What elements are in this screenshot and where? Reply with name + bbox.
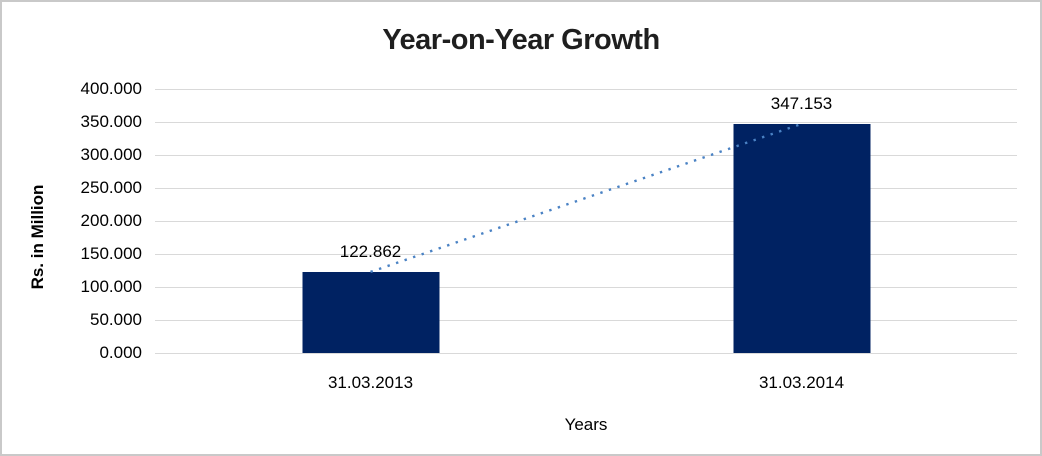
y-tick-label: 300.000	[80, 145, 142, 164]
gridline	[155, 122, 1017, 123]
gridline	[155, 254, 1017, 255]
data-label-2014: 347.153	[770, 93, 833, 113]
x-axis-tick-labels: 31.03.2013 31.03.2014	[155, 373, 1017, 395]
x-tick-label-2014: 31.03.2014	[758, 373, 845, 392]
gridline	[155, 155, 1017, 156]
gridline	[155, 287, 1017, 288]
y-tick-label: 200.000	[80, 211, 142, 230]
y-tick-label: 350.000	[80, 112, 142, 131]
y-axis-tick-labels: 0.000 50.000 100.000 150.000 200.000 250.000 3…	[2, 79, 142, 362]
y-tick-label: 400.000	[80, 79, 142, 98]
gridline	[155, 320, 1017, 321]
y-tick-label: 250.000	[80, 178, 142, 197]
chart-title: Year-on-Year Growth	[382, 24, 660, 56]
x-tick-label-2013: 31.03.2013	[327, 373, 414, 392]
trend-line	[370, 122, 802, 274]
bar-31-03-2014	[733, 123, 870, 353]
bar-31-03-2013	[302, 271, 439, 353]
plot-area: 122.862 347.153	[155, 89, 1017, 354]
y-tick-label: 100.000	[80, 277, 142, 296]
y-tick-label: 0.000	[99, 343, 142, 362]
data-label-2013: 122.862	[339, 241, 402, 261]
gridline	[155, 221, 1017, 222]
gridline	[155, 353, 1017, 354]
y-tick-label: 150.000	[80, 244, 142, 263]
x-axis-title: Years	[564, 415, 608, 434]
gridline	[155, 188, 1017, 189]
trend-line-svg	[370, 122, 802, 274]
gridline	[155, 89, 1017, 90]
y-tick-label: 50.000	[90, 310, 142, 329]
